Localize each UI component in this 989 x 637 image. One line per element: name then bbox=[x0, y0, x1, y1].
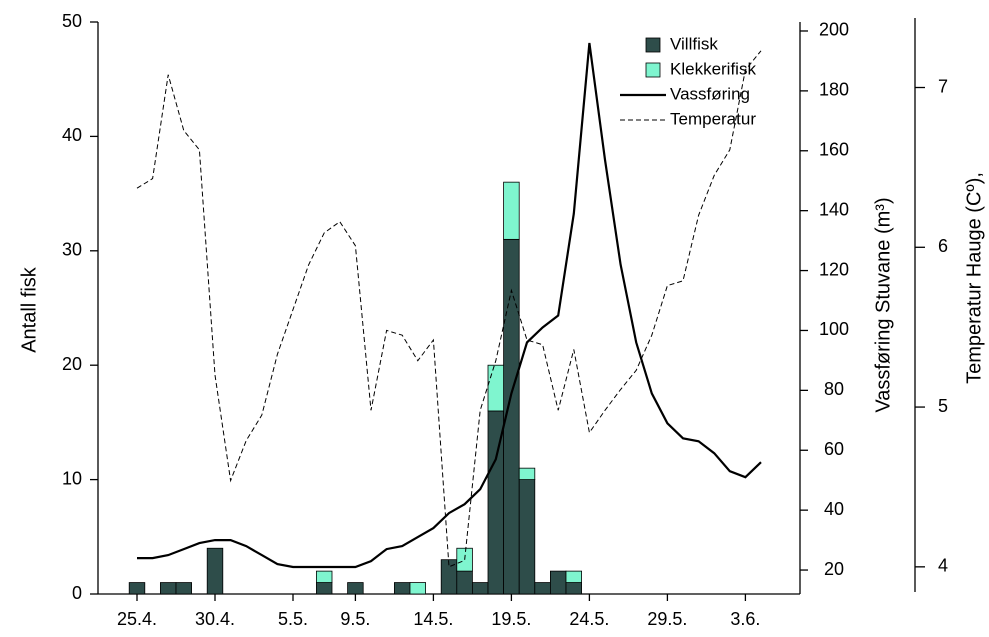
y2-axis-label: Vassføring Stuvane (m³) bbox=[872, 197, 894, 412]
bar bbox=[159, 582, 177, 595]
bar bbox=[565, 582, 583, 595]
y-tick-label: 50 bbox=[62, 11, 82, 31]
y-tick-label: 20 bbox=[62, 354, 82, 374]
bar bbox=[315, 570, 333, 583]
legend-label: Temperatur bbox=[670, 109, 756, 128]
line-series bbox=[137, 42, 762, 569]
bar bbox=[518, 479, 536, 595]
bar bbox=[315, 582, 333, 595]
bar bbox=[471, 582, 489, 595]
y3-tick-label: 6 bbox=[938, 236, 948, 256]
y-tick-label: 0 bbox=[72, 583, 82, 603]
bar bbox=[409, 582, 427, 595]
legend-swatch bbox=[645, 62, 661, 78]
legend-label: Klekkerifisk bbox=[670, 59, 756, 78]
y2-tick-label: 180 bbox=[819, 80, 849, 100]
x-tick-label: 9.5. bbox=[340, 609, 370, 629]
legend-swatch bbox=[645, 37, 661, 53]
bar bbox=[550, 570, 567, 595]
y-axis-label: Antall fisk bbox=[18, 266, 40, 353]
y-tick-label: 10 bbox=[62, 468, 82, 488]
y2-tick-label: 160 bbox=[819, 140, 849, 160]
x-tick-label: 24.5. bbox=[569, 609, 609, 629]
x-tick-label: 29.5. bbox=[647, 609, 687, 629]
y2-tick-label: 140 bbox=[819, 199, 849, 219]
y2-tick-label: 20 bbox=[824, 559, 844, 579]
legend-label: Vassføring bbox=[670, 84, 750, 103]
x-tick-label: 25.4. bbox=[117, 609, 157, 629]
bar bbox=[206, 547, 224, 595]
bar bbox=[456, 570, 473, 595]
y-tick-label: 30 bbox=[62, 240, 82, 260]
bar bbox=[128, 582, 146, 595]
y3-tick-label: 7 bbox=[938, 76, 948, 96]
bar bbox=[347, 582, 364, 595]
bar bbox=[565, 570, 583, 583]
y2-tick-label: 80 bbox=[824, 379, 844, 399]
y3-axis-label: Temperatur Hauge (Cº), bbox=[963, 172, 985, 384]
y2-tick-label: 200 bbox=[819, 20, 849, 40]
x-tick-label: 30.4. bbox=[195, 609, 235, 629]
y2-tick-label: 60 bbox=[824, 439, 844, 459]
legend-label: Villfisk bbox=[670, 34, 718, 53]
bar bbox=[518, 467, 536, 481]
bar bbox=[393, 582, 411, 595]
x-tick-label: 3.6. bbox=[730, 609, 760, 629]
x-tick-label: 14.5. bbox=[413, 609, 453, 629]
y2-tick-label: 100 bbox=[819, 319, 849, 339]
bar bbox=[487, 364, 505, 412]
y2-tick-label: 40 bbox=[824, 499, 844, 519]
y3-tick-label: 5 bbox=[938, 396, 948, 416]
y3-tick-label: 4 bbox=[938, 556, 948, 576]
y-tick-label: 40 bbox=[62, 125, 82, 145]
x-tick-label: 19.5. bbox=[491, 609, 531, 629]
x-tick-label: 5.5. bbox=[278, 609, 308, 629]
line-series bbox=[136, 50, 762, 568]
y2-tick-label: 120 bbox=[819, 259, 849, 279]
bar bbox=[534, 582, 551, 595]
bar bbox=[503, 181, 520, 240]
bar bbox=[175, 582, 193, 595]
